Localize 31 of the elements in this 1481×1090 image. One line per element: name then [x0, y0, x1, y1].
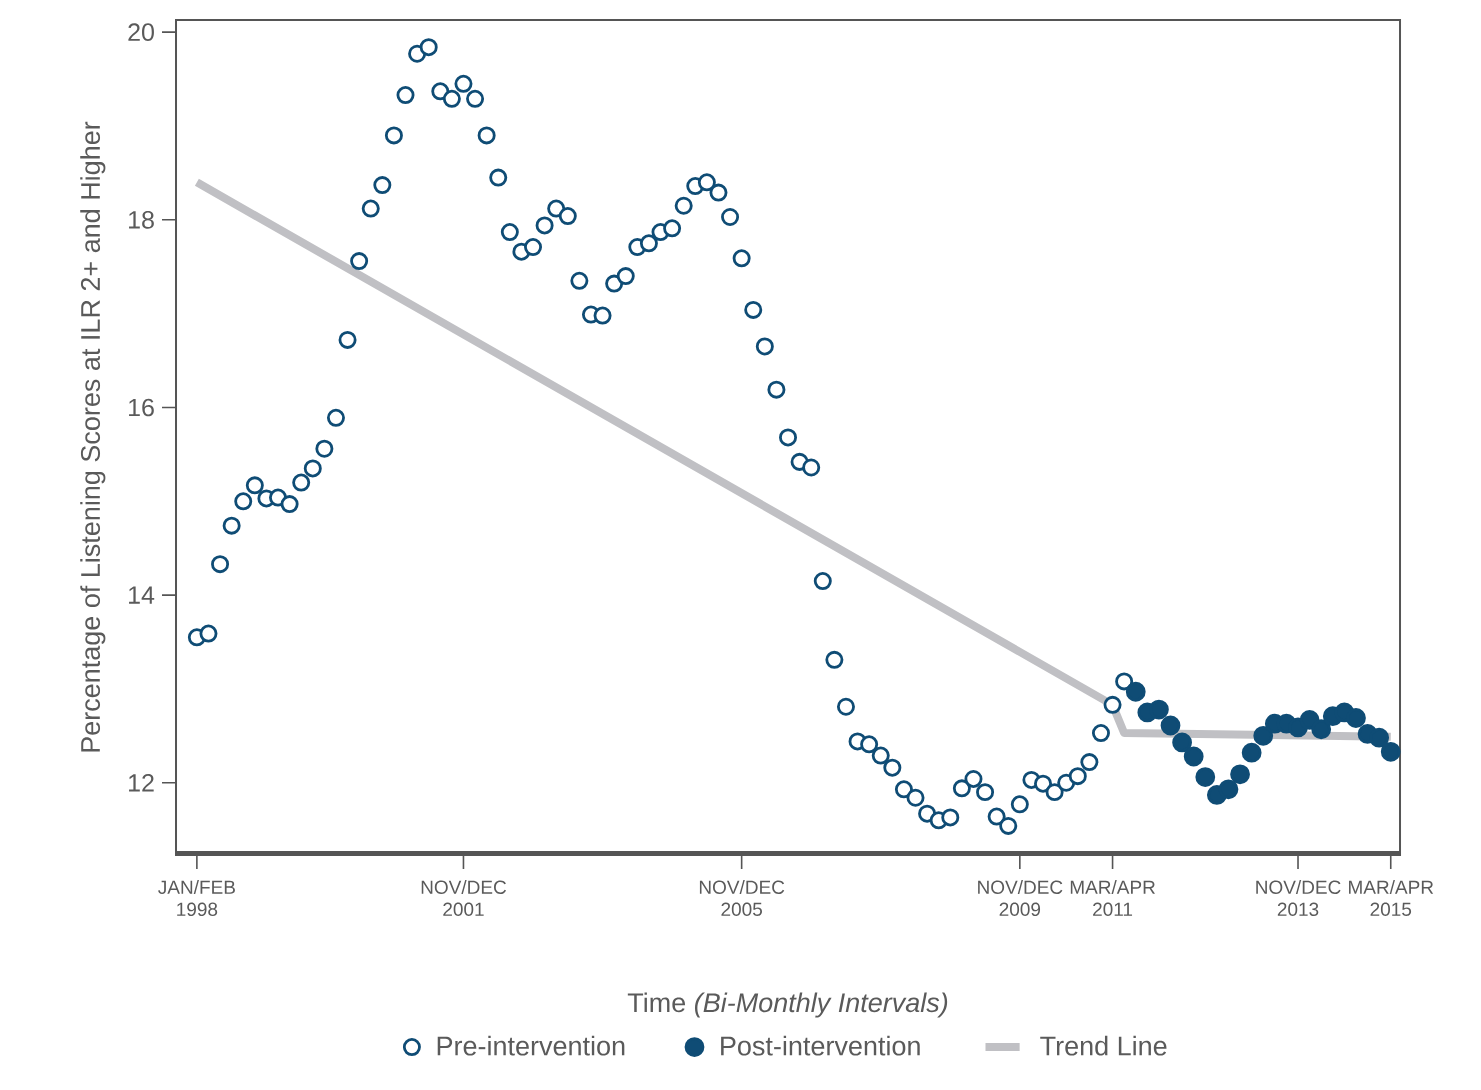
x-tick-label: MAR/APR 2015	[1349, 880, 1434, 917]
legend-label: Trend Line	[1040, 1035, 1167, 1056]
y-tick-label: 14	[129, 586, 155, 604]
point	[1160, 715, 1181, 736]
point	[1380, 741, 1401, 762]
y-tick-label: 16	[129, 398, 154, 417]
point	[1369, 727, 1390, 748]
point	[1346, 708, 1366, 728]
y-tick-label: 12	[129, 774, 154, 792]
point	[1253, 725, 1274, 746]
point	[1218, 779, 1239, 800]
point	[1195, 767, 1216, 788]
x-tick-label: NOV/DEC 2001	[421, 880, 507, 917]
point	[1311, 719, 1332, 740]
point	[1230, 764, 1250, 785]
x-tick-label: NOV/DEC 2005	[699, 880, 785, 917]
point	[1125, 681, 1146, 702]
legend-label: Post-intervention	[721, 1035, 920, 1056]
x-axis-title: Time (Bi-Monthly Intervals)	[627, 992, 948, 1018]
x-tick-label: JAN/FEB 1998	[158, 880, 235, 917]
legend-label: Pre-intervention	[437, 1035, 625, 1056]
x-tick-label: NOV/DEC 2009	[978, 880, 1063, 917]
y-axis-title: Percentage of Listening Scores at ILR 2+ and Higher	[80, 121, 106, 752]
point	[1149, 699, 1169, 720]
x-tick-label: NOV/DEC 2013	[1256, 880, 1341, 917]
x-tick-label: MAR/APR 2011	[1070, 880, 1155, 917]
y-tick-label: 20	[128, 23, 154, 42]
point	[1183, 746, 1204, 767]
point	[1172, 732, 1192, 753]
point	[1241, 742, 1262, 763]
y-tick-label: 18	[129, 210, 154, 229]
